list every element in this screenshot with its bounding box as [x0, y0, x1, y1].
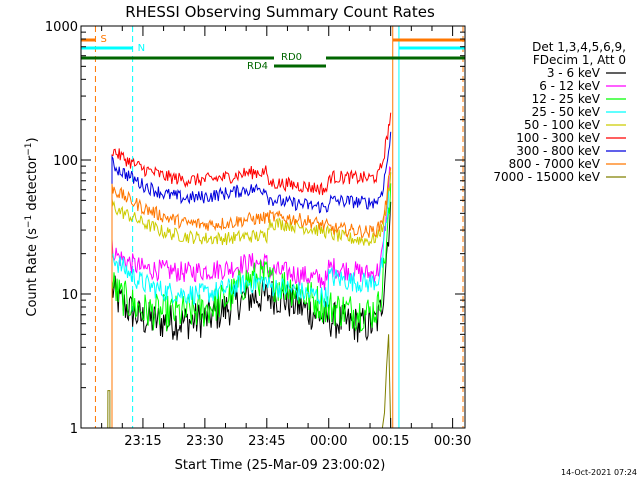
series-line: [111, 172, 392, 428]
legend: Det 1,3,4,5,6,9, FDecim 1, Att 0 3 - 6 k…: [493, 40, 626, 184]
x-tick-label: 00:00: [310, 434, 347, 449]
night-label: N: [138, 43, 145, 54]
footer-date: 14-Oct-2021 07:24: [561, 468, 637, 477]
series-layer: [107, 112, 392, 429]
x-axis-label: Start Time (25-Mar-09 23:00:02): [175, 458, 386, 473]
plot-frame: [80, 25, 466, 429]
legend-label: 800 - 7000 keV: [509, 157, 601, 171]
series-line: [111, 168, 392, 428]
series-line: [111, 166, 391, 428]
x-tick-label: 23:30: [186, 434, 223, 449]
x-tick-label: 23:15: [124, 434, 161, 449]
series-line: [111, 112, 392, 428]
legend-header-line-1: Det 1,3,4,5,6,9,: [532, 40, 626, 54]
y-axis-label: Count Rate (s−1 detector−1): [24, 137, 40, 316]
y-tick-label: 1: [70, 422, 78, 437]
y-tick-label: 100: [53, 154, 78, 169]
series-line: [111, 172, 392, 428]
series-line: [111, 201, 392, 428]
y-tick-label: 1000: [45, 20, 78, 35]
x-tick-label: 23:45: [248, 434, 285, 449]
series-line: [111, 131, 392, 428]
annotation-layer: S N RD4 RD0: [81, 26, 465, 428]
legend-label: 7000 - 15000 keV: [493, 170, 600, 184]
axes-layer: 1 10 100 1000 23:15 23:30 23:45 00:00 00:15 00:30: [45, 20, 471, 449]
attenuator-label: S: [100, 34, 106, 45]
decimation-label-rd0: RD0: [281, 52, 302, 63]
legend-label: 25 - 50 keV: [532, 105, 601, 119]
legend-label: 12 - 25 keV: [532, 92, 601, 106]
series-line: [111, 183, 392, 428]
x-tick-label: 00:15: [372, 434, 409, 449]
x-tick-label: 00:30: [434, 434, 471, 449]
legend-label: 3 - 6 keV: [547, 66, 601, 80]
legend-header-line-2: FDecim 1, Att 0: [533, 53, 626, 67]
y-tick-label: 10: [61, 288, 78, 303]
chart-title: RHESSI Observing Summary Count Rates: [125, 3, 435, 21]
series-line: [107, 334, 392, 429]
legend-label: 100 - 300 keV: [516, 131, 600, 145]
legend-label: 300 - 800 keV: [516, 144, 600, 158]
legend-label: 6 - 12 keV: [539, 79, 601, 93]
decimation-label-rd4: RD4: [247, 61, 268, 72]
legend-label: 50 - 100 keV: [524, 118, 601, 132]
